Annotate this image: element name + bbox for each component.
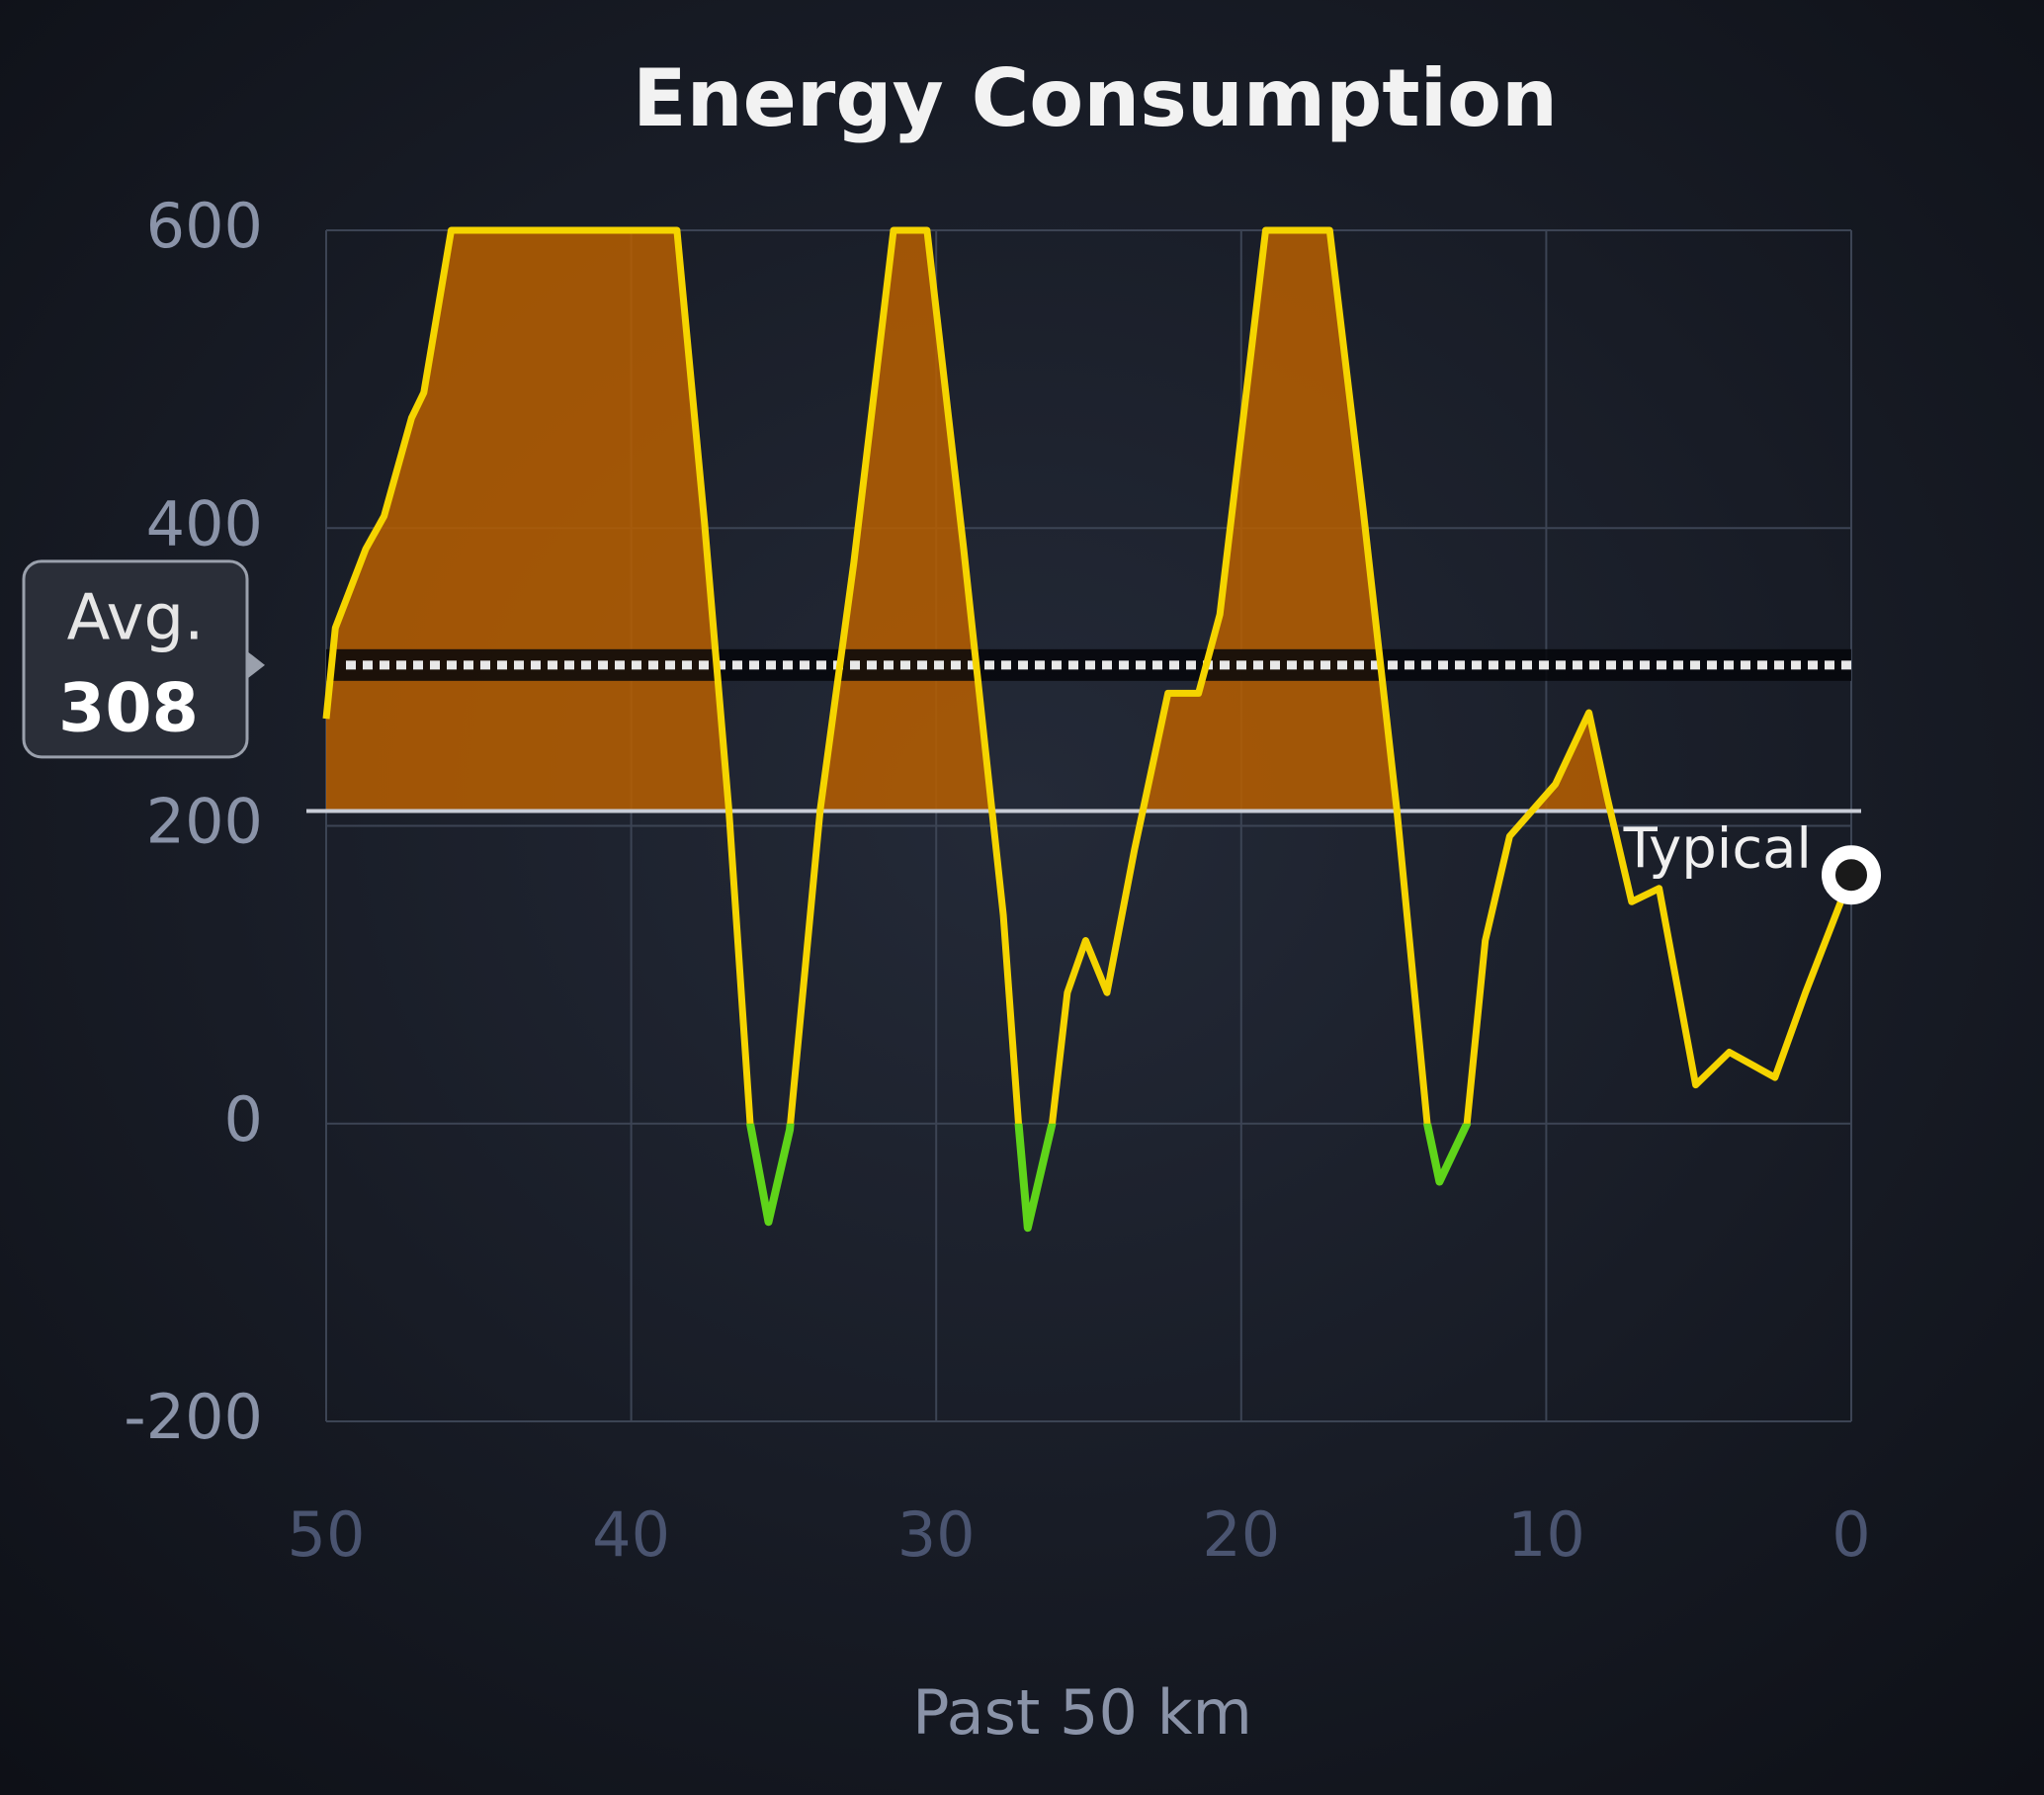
consumption-line [322, 226, 1855, 1232]
x-axis-label: Past 50 km [912, 1676, 1252, 1749]
x-tick-label: 40 [592, 1498, 670, 1571]
average-label: Avg. [67, 581, 205, 654]
y-tick-label: -200 [124, 1381, 263, 1453]
y-tick-label: 200 [146, 786, 263, 858]
y-tick-label: 400 [146, 487, 263, 559]
average-value: 308 [58, 669, 199, 747]
typical-label: Typical [1623, 817, 1812, 882]
y-tick-label: 600 [146, 190, 263, 262]
x-tick-label: 0 [1831, 1498, 1870, 1571]
chart-title: Energy Consumption [633, 52, 1558, 144]
x-tick-label: 20 [1202, 1498, 1280, 1571]
x-tick-label: 30 [897, 1498, 976, 1571]
x-tick-label: 50 [288, 1498, 366, 1571]
current-point [1822, 845, 1881, 905]
x-tick-label: 10 [1507, 1498, 1585, 1571]
y-tick-label: 0 [224, 1083, 263, 1155]
average-pointer [247, 650, 265, 679]
